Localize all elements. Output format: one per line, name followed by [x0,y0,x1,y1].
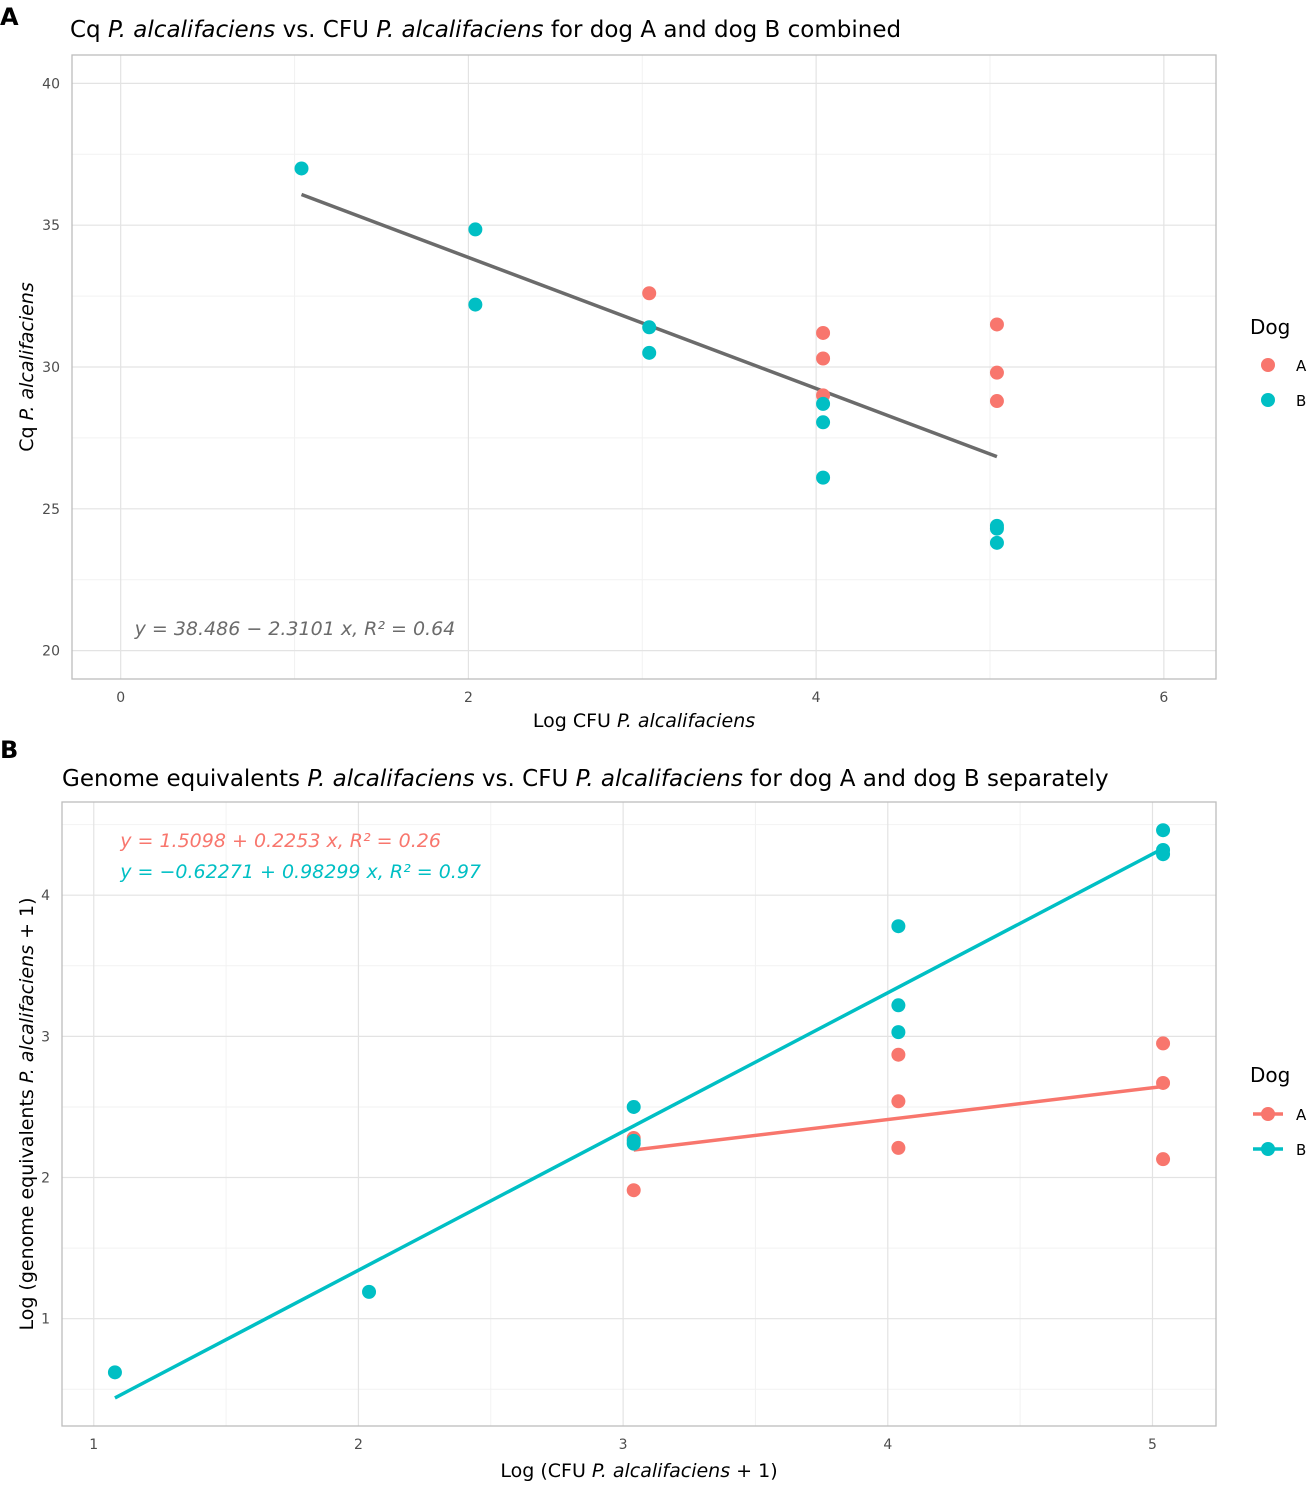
gridlines [62,802,1216,1426]
data-point-dog-b [642,320,657,335]
data-point-dog-a [642,286,657,301]
gridlines [72,55,1216,679]
x-tick-label: 5 [1148,1437,1157,1453]
y-tick-label: 35 [42,218,60,234]
data-point-dog-a [989,317,1004,332]
data-point-dog-b [294,161,309,176]
regression-line [633,1084,1164,1152]
legend-key-dog-a [1261,1107,1275,1121]
legend-title: Dog [1250,1063,1290,1087]
data-point-dog-b [468,297,483,312]
data-point-dog-a [626,1183,641,1198]
y-tick-label: 1 [41,1312,50,1328]
y-tick-label: 40 [42,76,60,92]
regression-equation: y = 1.5098 + 0.2253 x, R² = 0.26 [119,830,441,852]
regression-equation: y = −0.62271 + 0.98299 x, R² = 0.97 [119,861,481,883]
data-point-dog-b [626,1136,641,1151]
x-tick-label: 4 [812,690,821,706]
data-point-dog-a [891,1094,906,1109]
chart-panel-a: Cq P. alcalifaciens vs. CFU P. alcalifac… [16,17,1307,732]
y-axis-label: Log (genome equivalents P. alcalifaciens… [16,897,38,1330]
data-point-dog-a [989,394,1004,409]
legend: Dog AB [1250,315,1307,410]
plot-border [61,801,1217,1427]
legend-key-dog-b [1261,1142,1275,1156]
y-axis-label: Cq P. alcalifaciens [16,282,38,452]
legend-key-dog-b [1261,393,1275,407]
legend-label: A [1296,357,1307,375]
x-tick-label: 2 [464,690,473,706]
data-point-dog-a [816,325,831,340]
y-tick-label: 30 [42,360,60,376]
panel-label-b: B [0,736,18,764]
chart-title: Genome equivalents P. alcalifaciens vs. … [62,766,1109,792]
data-point-dog-a [1156,1152,1171,1167]
data-point-dog-b [816,415,831,430]
plot-border [71,54,1217,680]
data-point-dog-b [642,345,657,360]
chart-panel-b: Genome equivalents P. alcalifaciens vs. … [16,766,1307,1482]
y-tick-label: 25 [42,502,60,518]
x-tick-label: 4 [883,1437,892,1453]
legend-title: Dog [1250,315,1290,339]
x-tick-label: 0 [116,690,125,706]
data-point-dog-b [362,1284,377,1299]
legend-label: B [1296,1141,1306,1159]
regression-line [114,846,1164,1400]
x-tick-label: 1 [89,1437,98,1453]
data-point-dog-b [816,396,831,411]
data-point-dog-b [1156,847,1171,862]
data-point-dog-a [816,351,831,366]
data-point-dog-b [891,1025,906,1040]
y-tick-label: 3 [41,1029,50,1045]
data-point-dog-a [891,1047,906,1062]
data-point-dog-a [1156,1036,1171,1051]
data-point-dog-b [816,470,831,485]
x-tick-label: 2 [354,1437,363,1453]
legend-key-dog-a [1261,358,1275,372]
data-point-dog-b [626,1099,641,1114]
data-point-dog-a [891,1140,906,1155]
data-point-dog-b [891,919,906,934]
x-axis-label: Log (CFU P. alcalifaciens + 1) [500,1460,777,1482]
data-point-dog-b [468,222,483,237]
y-tick-label: 2 [41,1171,50,1187]
x-tick-label: 6 [1159,690,1168,706]
x-axis-label: Log CFU P. alcalifaciens [533,710,755,732]
legend: Dog AB [1250,1063,1307,1159]
y-tick-label: 4 [41,888,50,904]
legend-label: B [1296,392,1306,410]
data-point-dog-b [989,521,1004,536]
chart-title: Cq P. alcalifaciens vs. CFU P. alcalifac… [70,17,901,43]
legend-label: A [1296,1106,1307,1124]
y-tick-label: 20 [42,644,60,660]
panel-label-a: A [0,3,19,31]
x-tick-label: 3 [619,1437,628,1453]
data-point-dog-b [989,535,1004,550]
data-point-dog-b [891,998,906,1013]
data-point-dog-a [1156,1075,1171,1090]
data-point-dog-a [989,365,1004,380]
regression-equation: y = 38.486 − 2.3101 x, R² = 0.64 [134,618,456,640]
data-point-dog-b [1156,823,1171,838]
data-point-dog-b [107,1365,122,1380]
